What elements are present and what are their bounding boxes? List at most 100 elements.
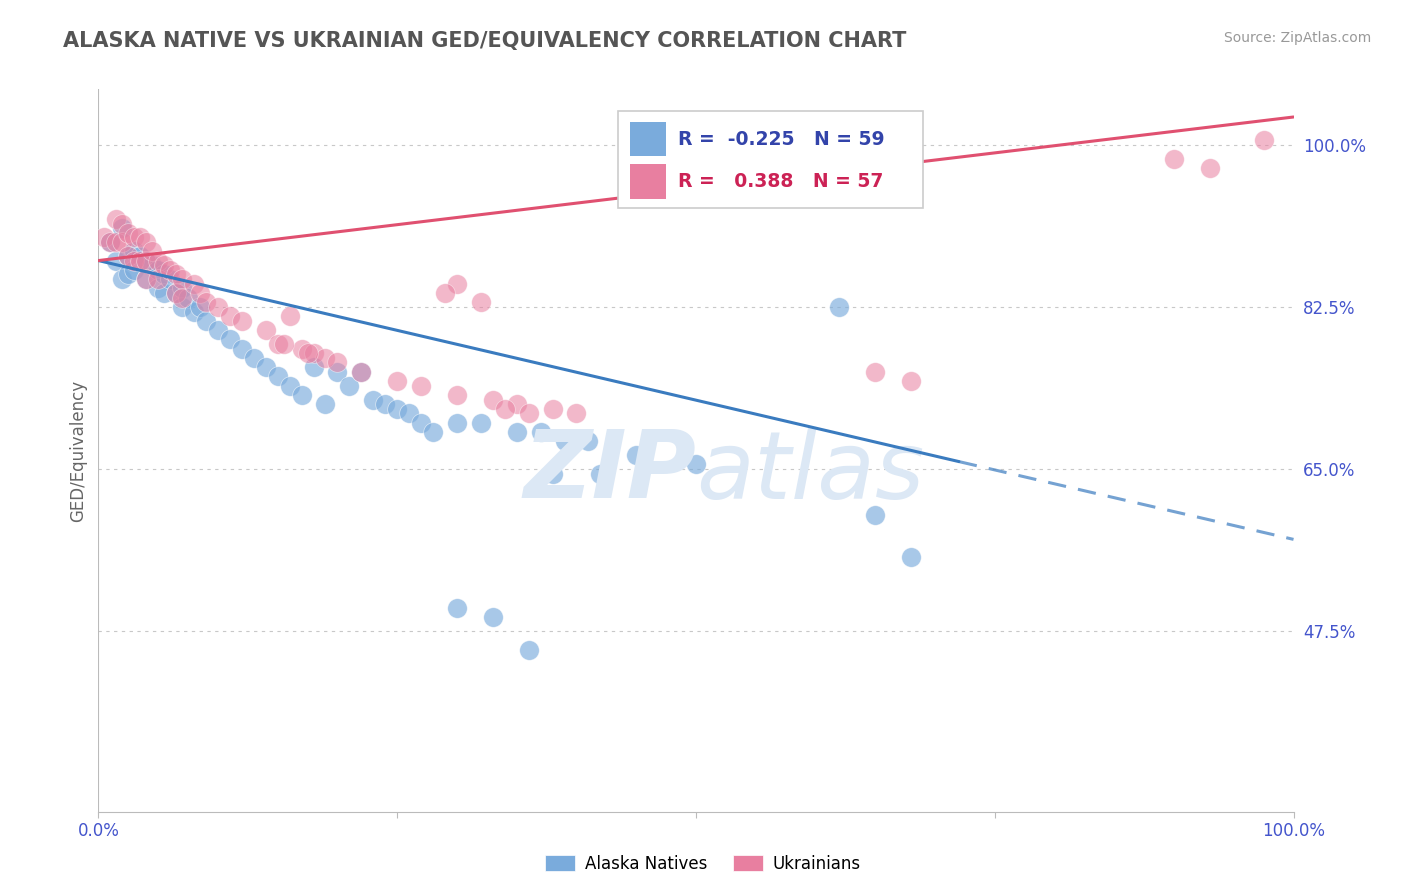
- Point: [470, 295, 492, 310]
- Point: [195, 314, 218, 328]
- Point: [254, 323, 277, 337]
- Point: [207, 300, 229, 314]
- Point: [254, 360, 277, 375]
- Point: [135, 253, 157, 268]
- Point: [148, 281, 170, 295]
- Point: [302, 360, 325, 375]
- Point: [385, 401, 409, 416]
- Point: [446, 601, 468, 615]
- Point: [554, 434, 576, 449]
- Point: [315, 397, 337, 411]
- Point: [172, 291, 194, 305]
- Point: [422, 425, 444, 439]
- Point: [172, 281, 194, 295]
- Point: [165, 268, 187, 282]
- Point: [302, 346, 325, 360]
- Point: [141, 244, 163, 259]
- Point: [231, 342, 253, 356]
- Point: [188, 300, 211, 314]
- Point: [385, 374, 409, 388]
- Point: [411, 378, 433, 392]
- Point: [148, 272, 170, 286]
- Point: [159, 263, 181, 277]
- Text: Source: ZipAtlas.com: Source: ZipAtlas.com: [1223, 31, 1371, 45]
- Point: [278, 378, 301, 392]
- Point: [434, 285, 457, 300]
- Point: [541, 401, 564, 416]
- Point: [350, 365, 373, 379]
- Point: [865, 365, 887, 379]
- Point: [1253, 133, 1275, 147]
- Point: [111, 235, 134, 249]
- Point: [172, 272, 194, 286]
- Point: [506, 425, 529, 439]
- Point: [374, 397, 396, 411]
- Point: [153, 285, 176, 300]
- Point: [148, 263, 170, 277]
- Point: [172, 300, 194, 314]
- Point: [117, 268, 139, 282]
- Point: [105, 235, 128, 249]
- Point: [541, 467, 564, 481]
- Point: [98, 235, 122, 249]
- Text: R =   0.388   N = 57: R = 0.388 N = 57: [678, 172, 883, 191]
- Point: [446, 277, 468, 291]
- Text: atlas: atlas: [696, 426, 924, 517]
- Point: [517, 642, 540, 657]
- Point: [159, 272, 181, 286]
- FancyBboxPatch shape: [630, 121, 666, 156]
- Point: [326, 365, 349, 379]
- Point: [626, 448, 648, 462]
- Text: ZIP: ZIP: [523, 426, 696, 518]
- Point: [273, 337, 295, 351]
- Point: [1163, 152, 1185, 166]
- Point: [129, 230, 152, 244]
- Point: [148, 253, 170, 268]
- Point: [494, 401, 516, 416]
- Point: [124, 263, 146, 277]
- Point: [297, 346, 319, 360]
- Point: [135, 272, 157, 286]
- FancyBboxPatch shape: [619, 111, 922, 209]
- Point: [446, 416, 468, 430]
- Point: [195, 295, 218, 310]
- Point: [291, 388, 314, 402]
- Point: [219, 309, 242, 323]
- Point: [141, 258, 163, 272]
- Point: [231, 314, 253, 328]
- Y-axis label: GED/Equivalency: GED/Equivalency: [69, 379, 87, 522]
- Point: [111, 221, 134, 235]
- Point: [315, 351, 337, 365]
- Point: [117, 249, 139, 263]
- Point: [188, 285, 211, 300]
- Point: [900, 374, 922, 388]
- Point: [1199, 161, 1222, 175]
- Point: [411, 416, 433, 430]
- Point: [135, 272, 157, 286]
- Point: [326, 355, 349, 369]
- Point: [865, 508, 887, 523]
- Point: [105, 211, 128, 226]
- Point: [350, 365, 373, 379]
- Point: [124, 244, 146, 259]
- Point: [129, 249, 152, 263]
- Point: [153, 258, 176, 272]
- Point: [685, 458, 707, 472]
- Point: [117, 226, 139, 240]
- Point: [165, 285, 187, 300]
- Point: [153, 268, 176, 282]
- Point: [506, 397, 529, 411]
- Point: [111, 217, 134, 231]
- Point: [267, 337, 290, 351]
- Point: [124, 253, 146, 268]
- Point: [111, 272, 134, 286]
- Point: [446, 388, 468, 402]
- Point: [135, 235, 157, 249]
- Point: [900, 549, 922, 564]
- Text: ALASKA NATIVE VS UKRAINIAN GED/EQUIVALENCY CORRELATION CHART: ALASKA NATIVE VS UKRAINIAN GED/EQUIVALEN…: [63, 31, 907, 51]
- Point: [267, 369, 290, 384]
- Text: R =  -0.225   N = 59: R = -0.225 N = 59: [678, 129, 884, 149]
- Point: [183, 277, 205, 291]
- Point: [481, 610, 505, 624]
- Point: [278, 309, 301, 323]
